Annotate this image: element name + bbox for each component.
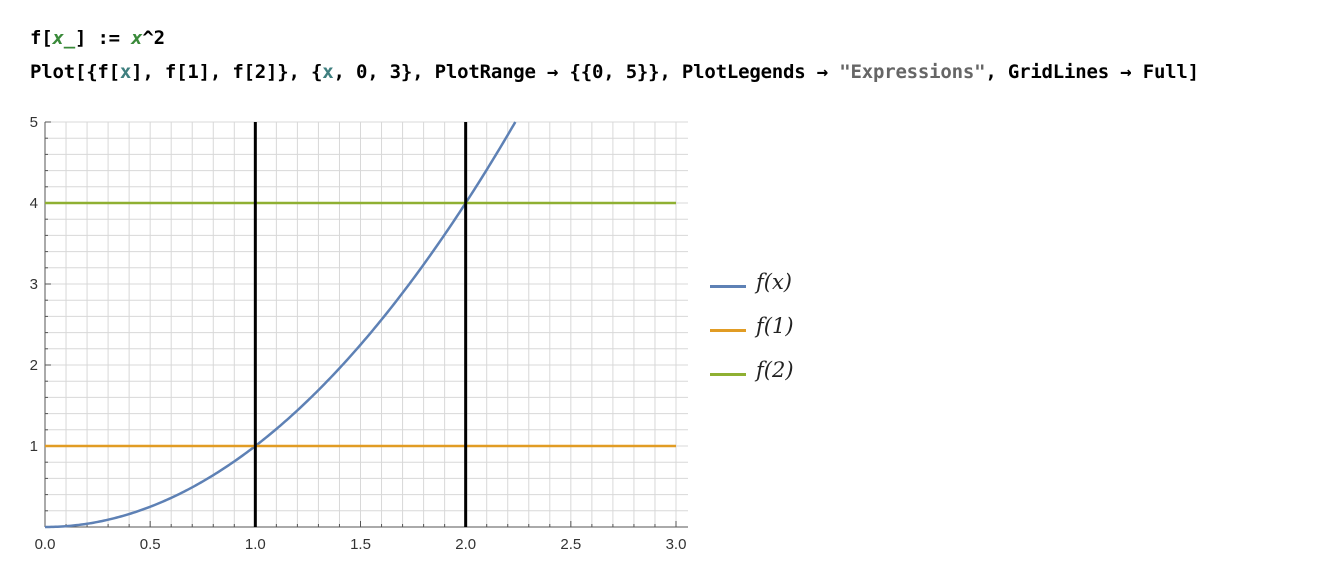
x-tick-label: 2.5 [560, 536, 581, 553]
code-token: ] := [74, 27, 132, 49]
code-string: "Expressions" [839, 61, 986, 83]
x-tick-label: 1.5 [350, 536, 371, 553]
series-line-f(x) [44, 121, 517, 529]
legend-swatch [710, 329, 746, 332]
x-tick-label: 0.0 [35, 536, 56, 553]
x-tick-label: 3.0 [666, 536, 687, 553]
code-token: , GridLines → Full] [985, 61, 1199, 83]
legend-label: f(x) [756, 270, 793, 294]
x-tick-label: 2.0 [455, 536, 476, 553]
code-variable: x [322, 61, 334, 83]
y-tick-label: 3 [30, 276, 38, 293]
code-line-definition[interactable]: f[x_] := x^2 [30, 27, 165, 49]
y-tick-label: 1 [30, 438, 38, 455]
x-tick-label: 0.5 [140, 536, 161, 553]
code-token: ^2 [142, 27, 165, 49]
code-variable: x [131, 27, 143, 49]
legend-label: f(2) [756, 358, 794, 382]
code-pattern: x_ [52, 27, 75, 49]
code-token: , 0, 3}, PlotRange → {{0, 5}}, PlotLegen… [333, 61, 840, 83]
code-line-plot[interactable]: Plot[{f[x], f[1], f[2]}, {x, 0, 3}, Plot… [30, 61, 1199, 83]
code-token: ], f[1], f[2]}, { [131, 61, 323, 83]
code-token: Plot[{f[ [30, 61, 120, 83]
x-tick-label: 1.0 [245, 536, 266, 553]
legend-swatch [710, 285, 746, 288]
code-token: f[ [30, 27, 53, 49]
code-variable: x [119, 61, 132, 83]
legend-label: f(1) [756, 314, 794, 338]
y-tick-label: 2 [30, 357, 38, 374]
legend-swatch [710, 373, 746, 376]
y-tick-label: 5 [30, 114, 38, 131]
y-tick-label: 4 [30, 195, 38, 212]
